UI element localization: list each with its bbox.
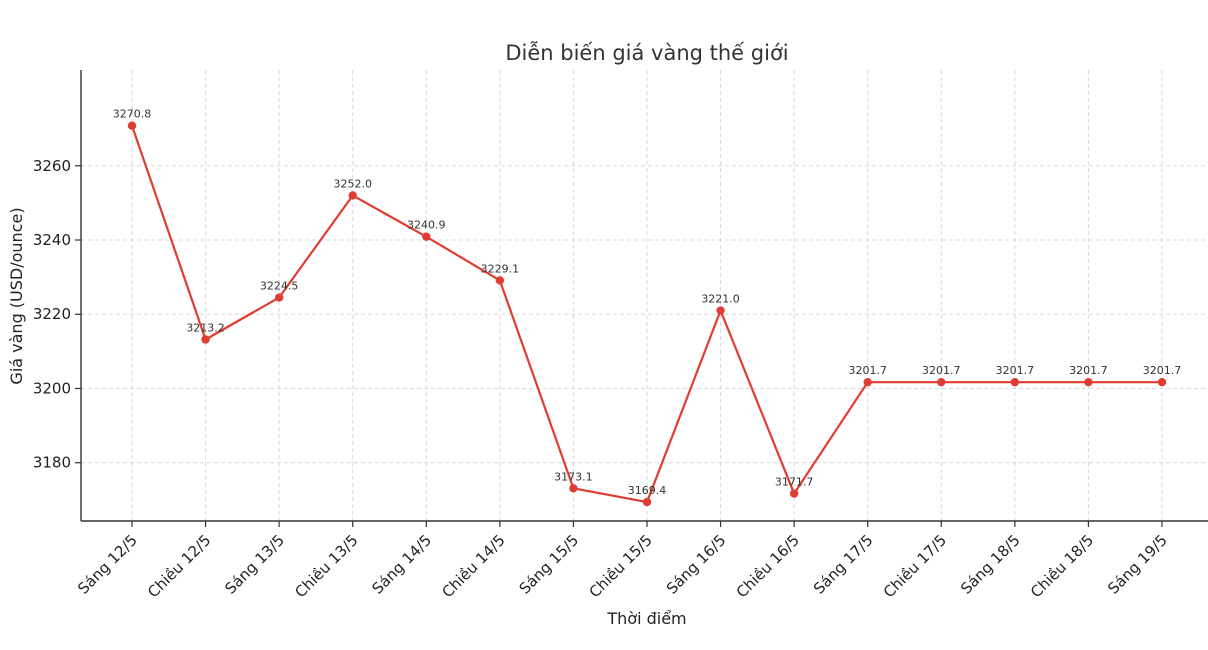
- series: [127, 121, 1167, 507]
- x-tick-label: Sáng 19/5: [1104, 531, 1171, 598]
- y-axis-label: Giá vàng (USD/ounce): [7, 207, 26, 384]
- data-point: [642, 497, 652, 507]
- data-point: [569, 484, 578, 493]
- data-point: [348, 191, 357, 200]
- chart-title: Diễn biến giá vàng thế giới: [505, 40, 788, 65]
- data-label: 3201.7: [922, 364, 961, 377]
- x-tick-label: Sáng 12/5: [74, 531, 141, 598]
- x-tick-label: Sáng 14/5: [369, 531, 436, 598]
- y-tick-label: 3180: [33, 454, 71, 472]
- x-tick-label: Sáng 16/5: [663, 531, 730, 598]
- x-tick-label: Chiều 15/5: [586, 531, 656, 601]
- data-point: [789, 489, 799, 498]
- x-tick-label: Sáng 15/5: [516, 531, 583, 598]
- y-tick-label: 3220: [33, 305, 71, 323]
- y-tick-label: 3260: [33, 157, 71, 175]
- x-tick-label: Chiều 12/5: [144, 531, 214, 601]
- data-label: 3201.7: [1069, 364, 1108, 377]
- y-tick-label: 3200: [33, 379, 71, 397]
- data-labels: 3270.8 3213.2 3224.5 3252.0 3240.9 3229.1 3173…: [113, 108, 1182, 497]
- x-tick-label: Sáng 18/5: [957, 531, 1024, 598]
- data-label: 3229.1: [481, 262, 520, 275]
- data-point: [863, 377, 872, 387]
- x-tick-label: Sáng 13/5: [221, 531, 288, 598]
- data-label: 3173.1: [554, 470, 593, 483]
- data-point: [127, 121, 137, 130]
- x-tick-label: Sáng 17/5: [810, 531, 877, 598]
- data-label: 3201.7: [996, 364, 1035, 377]
- x-tick-label: Chiều 18/5: [1027, 531, 1097, 601]
- x-tick-label: Chiều 13/5: [291, 531, 361, 601]
- data-label: 3169.4: [628, 484, 667, 497]
- data-point: [422, 232, 431, 241]
- data-point: [1084, 377, 1093, 387]
- data-point: [274, 293, 284, 302]
- data-label: 3201.7: [848, 364, 887, 377]
- data-label: 3224.5: [260, 280, 299, 293]
- data-label: 3270.8: [113, 108, 152, 121]
- data-label: 3213.2: [186, 321, 225, 334]
- data-label: 3252.0: [333, 177, 372, 190]
- data-point: [1010, 377, 1020, 387]
- y-tick-label: 3240: [33, 231, 71, 249]
- data-point: [716, 306, 725, 315]
- data-point: [495, 276, 505, 285]
- x-tick-label: Chiều 14/5: [438, 531, 508, 601]
- x-tick-label: Chiều 17/5: [880, 531, 950, 601]
- grid: [81, 70, 1208, 521]
- data-label: 3201.7: [1143, 364, 1182, 377]
- data-label: 3240.9: [407, 219, 446, 232]
- data-label: 3171.7: [775, 476, 814, 489]
- data-point: [1157, 377, 1167, 387]
- x-tick-label: Chiều 16/5: [733, 531, 803, 601]
- data-label: 3221.0: [701, 293, 740, 306]
- x-axis-label: Thời điểm: [606, 609, 686, 628]
- data-point: [937, 377, 946, 387]
- data-point: [201, 335, 210, 344]
